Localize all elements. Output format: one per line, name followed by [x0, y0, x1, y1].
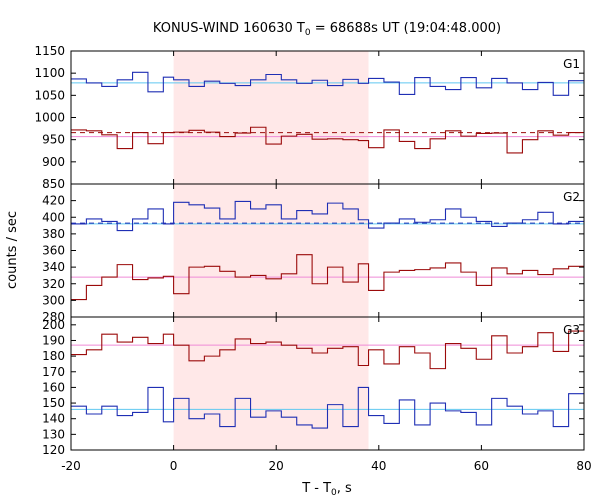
panel-g2-red-histogram — [71, 254, 584, 301]
panel-g1-red-histogram — [71, 126, 584, 154]
y-tick-label: 130 — [42, 427, 65, 441]
panel-g3-frame — [70, 316, 585, 451]
x-tick-label: 0 — [170, 459, 178, 473]
x-tick-label: 40 — [371, 459, 386, 473]
panel-label-g3: G3 — [563, 323, 580, 337]
y-tick-label: 1050 — [34, 88, 65, 102]
y-tick-label: 340 — [42, 260, 65, 274]
panel-g2: 280 300 320 340 360 380 400 420 G2 — [42, 183, 585, 324]
y-tick-label: 190 — [42, 333, 65, 347]
y-tick-label: 950 — [42, 133, 65, 147]
panel-label-g2: G2 — [563, 190, 580, 204]
y-tick-label: 200 — [42, 318, 65, 332]
y-axis-label: counts / sec — [5, 211, 20, 289]
y-tick-label: 360 — [42, 244, 65, 258]
y-tick-label: 160 — [42, 380, 65, 394]
y-tick-label: 320 — [42, 277, 65, 291]
chart-title: KONUS-WIND 160630 T0 = 68688s UT (19:04:… — [153, 21, 501, 38]
panel-label-g1: G1 — [563, 57, 580, 71]
y-tick-label: 280 — [42, 310, 65, 324]
y-tick-label: 420 — [42, 194, 65, 208]
x-tick-label: -20 — [61, 459, 81, 473]
y-tick-label: 150 — [42, 396, 65, 410]
x-tick-label: 60 — [474, 459, 489, 473]
y-tick-label: 900 — [42, 155, 65, 169]
y-tick-label: 300 — [42, 293, 65, 307]
y-tick-label: 1000 — [34, 111, 65, 125]
y-tick-label: 140 — [42, 412, 65, 426]
y-tick-label: 380 — [42, 227, 65, 241]
x-tick-label: 20 — [269, 459, 284, 473]
y-tick-label: 120 — [42, 443, 65, 457]
x-tick-label: 80 — [576, 459, 591, 473]
panel-g3-red-histogram — [71, 330, 584, 370]
panel-g3-blue-histogram — [71, 386, 584, 429]
panel-g1-blue-histogram — [71, 71, 584, 96]
y-tick-label: 1100 — [34, 66, 65, 80]
y-tick-label: 850 — [42, 177, 65, 191]
signal-interval-highlight — [173, 51, 369, 450]
y-tick-label: 170 — [42, 365, 65, 379]
panel-g2-blue-histogram — [71, 200, 584, 232]
y-tick-label: 180 — [42, 349, 65, 363]
y-tick-label: 400 — [42, 210, 65, 224]
panel-g1: 850 900 950 1000 1050 1100 1150 G1 — [34, 44, 585, 191]
y-tick-label: 1150 — [34, 44, 65, 58]
x-axis-label: T - T0, s — [301, 481, 352, 498]
